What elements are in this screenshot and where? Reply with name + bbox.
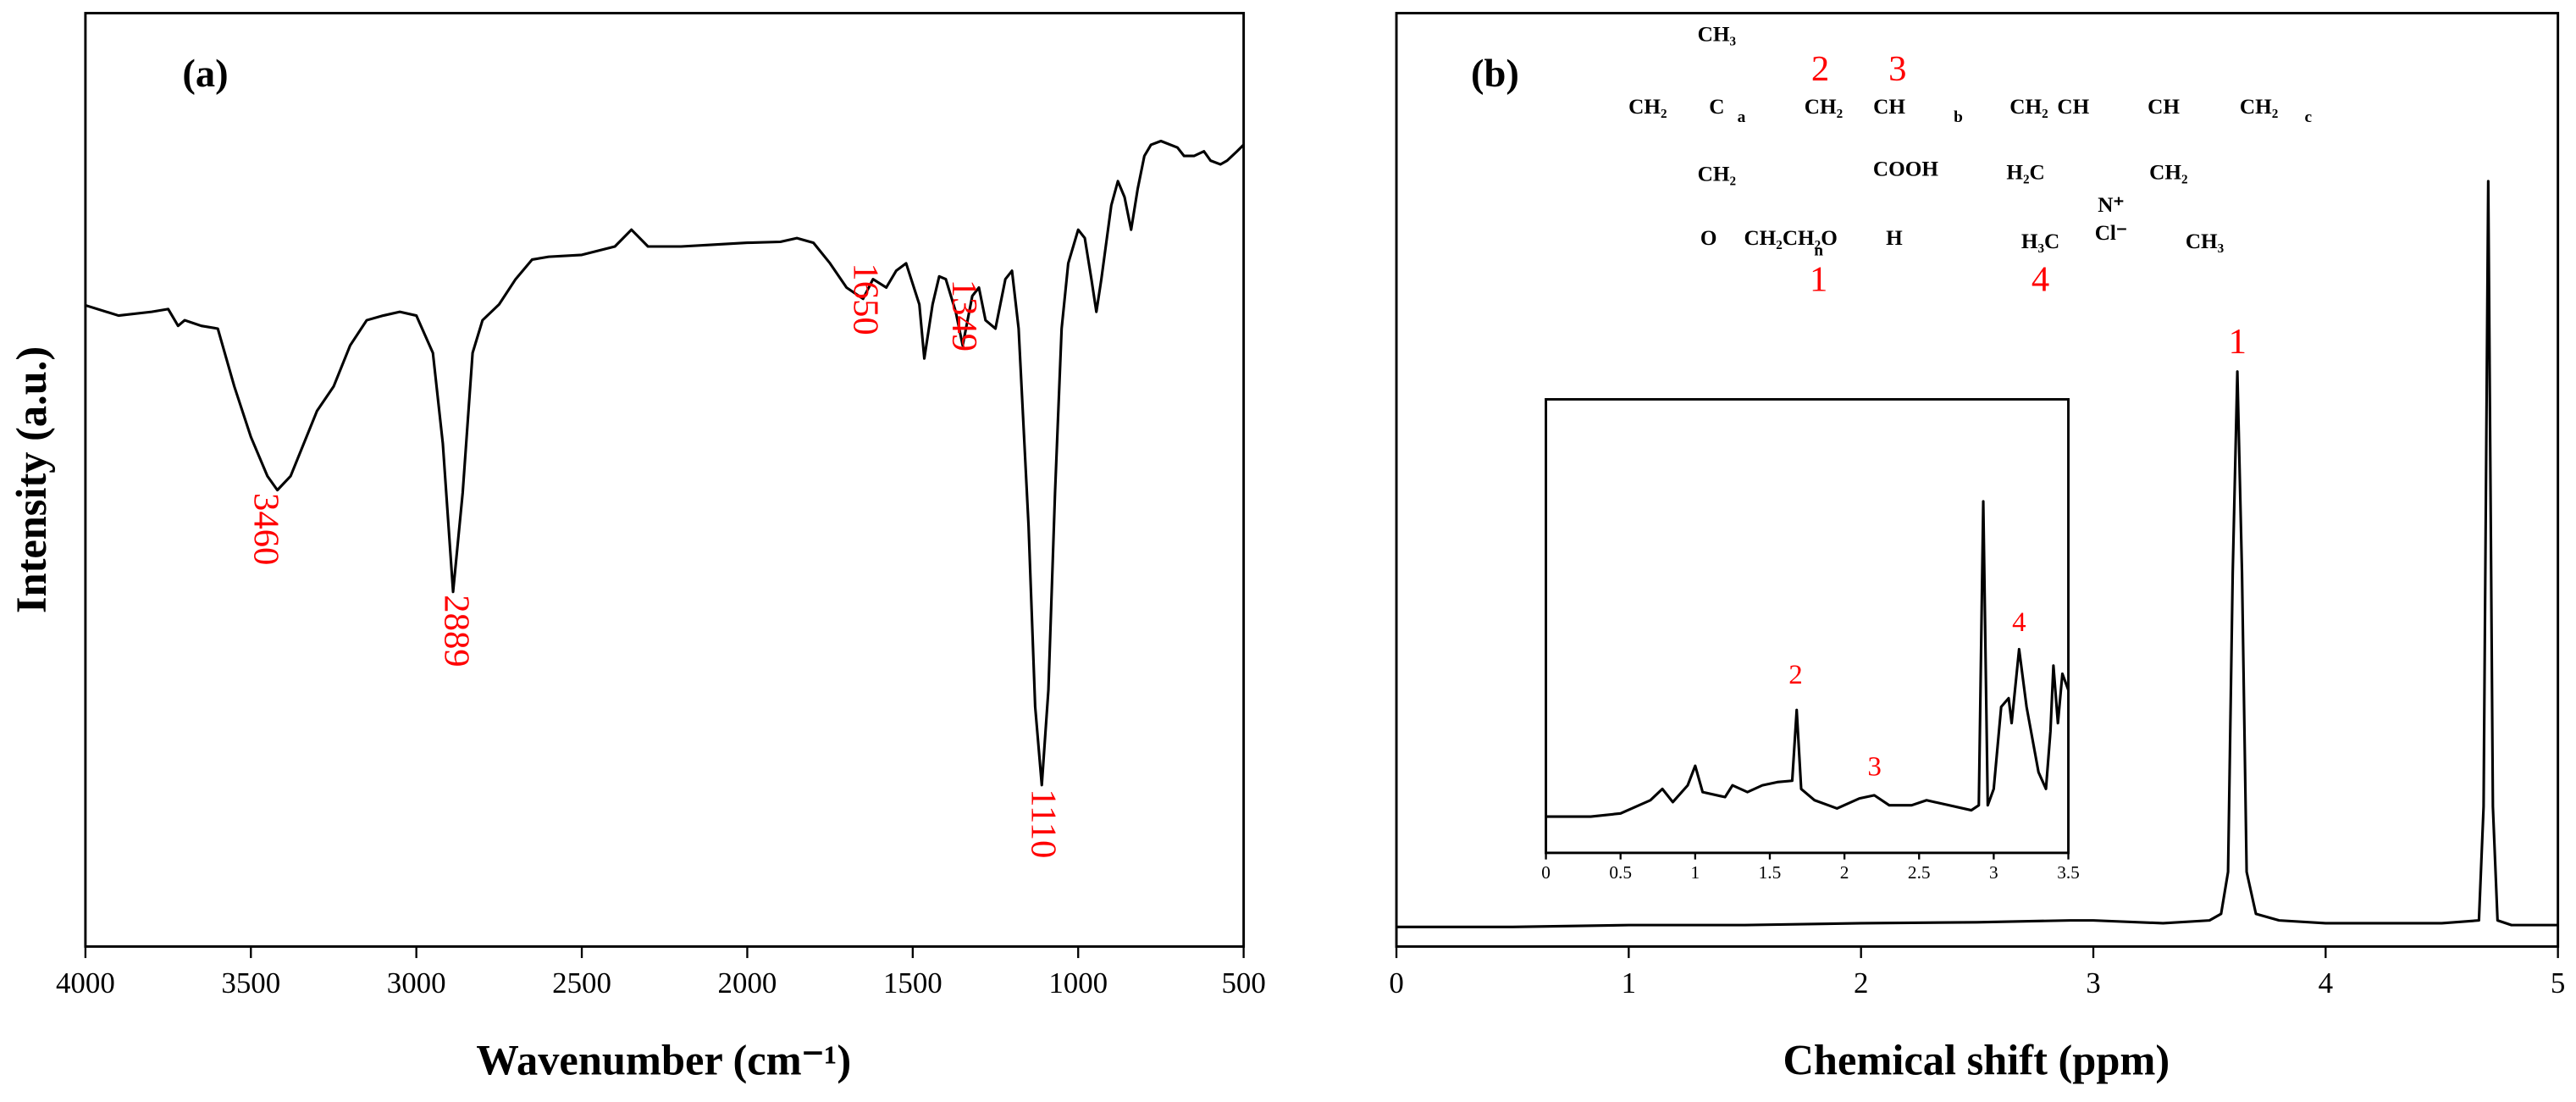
peak-label: 2889	[437, 595, 477, 667]
x-tick-label: 2	[1840, 862, 1849, 883]
structure-label: c	[2304, 108, 2312, 126]
x-tick-label: 5	[2551, 966, 2565, 1000]
plot-frame	[1545, 397, 2070, 855]
structure-label: H	[1886, 227, 1903, 250]
structure-label: CH	[2057, 96, 2089, 119]
peak-label: 3460	[246, 493, 286, 565]
plot-frame	[84, 12, 1246, 948]
structure-label: CH₂	[1698, 163, 1736, 186]
structure-label: n	[1814, 241, 1823, 259]
structure-label: H₃C	[2021, 230, 2059, 253]
structure-number: 1	[1810, 259, 1827, 299]
x-tick-label: 1	[1622, 966, 1636, 1000]
structure-label: CH₂	[2240, 96, 2278, 119]
peak-label: 1	[2229, 322, 2247, 362]
peak-label: 1110	[1023, 789, 1063, 858]
x-tick-label: 2.5	[1908, 862, 1931, 883]
spectrum-line	[1396, 180, 2558, 928]
x-tick-label: 1500	[883, 966, 943, 1000]
structure-label: CH₃	[1698, 23, 1737, 46]
structure-label: CH₂	[2149, 161, 2187, 184]
chart-title: (b)	[1471, 53, 1519, 96]
structure-number: 2	[1811, 49, 1829, 89]
structure-label: N⁺	[2098, 194, 2125, 217]
x-tick-label: 1000	[1048, 966, 1108, 1000]
y-axis-label: Intensity (a.u.)	[8, 346, 55, 613]
x-tick-label: 3000	[387, 966, 446, 1000]
x-tick-label: 3.5	[2057, 862, 2080, 883]
structure-number: 3	[1888, 49, 1906, 89]
peak-label: 3	[1867, 752, 1881, 783]
x-tick-label: 1	[1691, 862, 1700, 883]
x-tick-label: 3	[1989, 862, 1998, 883]
x-tick-label: 0.5	[1609, 862, 1632, 883]
peak-label: 1349	[944, 280, 984, 352]
peak-label: 1650	[846, 263, 886, 335]
structure-label: CH₂	[1805, 96, 1843, 119]
structure-label: CH₂	[2009, 96, 2048, 119]
x-tick-label: 500	[1221, 966, 1265, 1000]
peak-label: 2	[1788, 660, 1802, 690]
x-tick-label: 0	[1541, 862, 1551, 883]
spectrum-line	[85, 139, 1245, 787]
x-axis-label: Wavenumber (cm⁻¹)	[476, 1037, 851, 1084]
chart-title: (a)	[182, 53, 228, 96]
x-tick-label: 4000	[56, 966, 115, 1000]
x-axis-label: Chemical shift (ppm)	[1783, 1037, 2170, 1084]
structure-label: b	[1954, 108, 1963, 126]
x-tick-label: 2000	[718, 966, 777, 1000]
structure-label: a	[1738, 108, 1746, 126]
structure-label: CH₂CH₂O	[1744, 227, 1837, 250]
structure-label: O	[1700, 227, 1717, 250]
x-tick-label: 4	[2319, 966, 2333, 1000]
structure-label: COOH	[1873, 158, 1938, 181]
x-tick-label: 0	[1389, 966, 1403, 1000]
structure-number: 4	[2032, 259, 2049, 299]
structure-label: C	[1709, 96, 1724, 119]
structure-label: CH₂	[1628, 96, 1667, 119]
structure-label: CH	[2148, 96, 2180, 119]
structure-label: H₂C	[2006, 161, 2044, 184]
x-tick-label: 2500	[552, 966, 611, 1000]
structure-label: CH	[1873, 96, 1905, 119]
x-tick-label: 1.5	[1759, 862, 1782, 883]
x-tick-label: 3500	[221, 966, 280, 1000]
peak-label: 4	[2012, 607, 2026, 638]
x-tick-label: 3	[2086, 966, 2100, 1000]
x-tick-label: 2	[1854, 966, 1868, 1000]
spectrum-line	[1545, 500, 2070, 818]
structure-label: Cl⁻	[2095, 222, 2128, 245]
structure-label: CH₃	[2186, 230, 2225, 253]
